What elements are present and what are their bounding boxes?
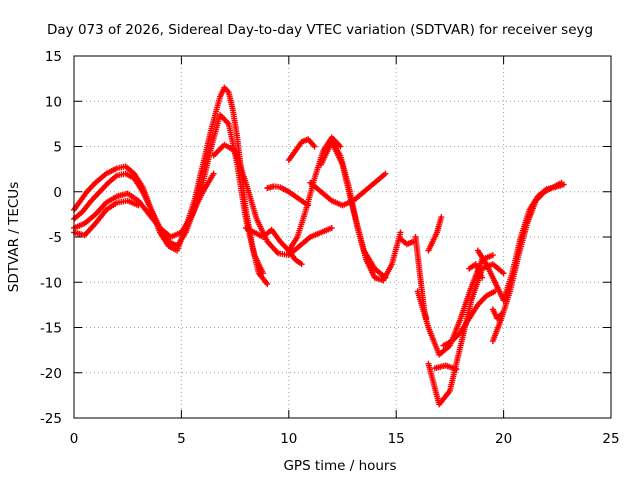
series-sat-g	[264, 183, 312, 209]
series-sat-o	[425, 214, 445, 254]
series-sat-n	[412, 234, 430, 322]
y-tick-labels: -25 -20 -15 -10 -5 0 5 10 15	[40, 49, 62, 427]
series-sat-w	[466, 261, 486, 281]
series-sat-c	[71, 170, 217, 240]
y-tick-label: -15	[40, 321, 62, 337]
data-point	[135, 202, 142, 209]
data-point	[453, 366, 460, 373]
x-tick-labels: 0 5 10 15 20 25	[70, 431, 620, 447]
x-tick-label: 25	[602, 431, 619, 447]
x-axis-label: GPS time / hours	[283, 458, 396, 474]
y-axis-label: SDTVAR / TECUs	[6, 182, 22, 292]
data-point	[500, 270, 507, 277]
y-tick-label: 0	[53, 185, 62, 201]
data-point	[337, 143, 344, 150]
series-sat-u	[489, 179, 565, 345]
chart-title: Day 073 of 2026, Sidereal Day-to-day VTE…	[47, 22, 593, 38]
data-point	[498, 310, 505, 317]
series-sat-v	[489, 306, 505, 322]
series-sat-p	[414, 252, 496, 358]
data-point	[311, 143, 318, 150]
y-tick-label: -20	[40, 366, 62, 382]
y-tick-label: -10	[40, 275, 62, 291]
x-tick-label: 15	[388, 431, 405, 447]
data-point	[438, 214, 445, 221]
x-tick-label: 0	[70, 431, 79, 447]
series-sat-h	[285, 136, 318, 164]
series-sat-m	[397, 235, 417, 248]
data-points	[71, 84, 567, 408]
data-point	[264, 281, 271, 288]
y-tick-label: 15	[45, 49, 62, 65]
series-sat-d	[71, 197, 142, 239]
data-point	[298, 261, 305, 268]
grid-lines	[74, 56, 611, 418]
series-sat-l	[328, 138, 404, 284]
series-sat-r	[440, 288, 499, 349]
data-point	[382, 170, 389, 177]
data-point	[558, 179, 565, 186]
y-tick-label: 10	[45, 94, 62, 110]
axis-ticks	[73, 55, 612, 419]
series-sat-e	[210, 141, 335, 259]
data-point	[489, 252, 496, 259]
series-sat-i	[285, 247, 305, 268]
y-tick-label: -5	[49, 230, 62, 246]
data-point	[305, 202, 312, 209]
x-tick-label: 20	[495, 431, 512, 447]
y-tick-label: -25	[40, 411, 62, 427]
data-point	[479, 274, 486, 281]
series-sat-s	[431, 362, 460, 373]
data-point	[328, 224, 335, 231]
x-tick-label: 5	[177, 431, 186, 447]
series-sat-j	[307, 170, 389, 209]
data-point	[397, 229, 404, 236]
x-tick-label: 10	[280, 431, 297, 447]
y-tick-label: 5	[53, 140, 62, 156]
data-point	[210, 170, 217, 177]
data-point	[260, 270, 267, 277]
